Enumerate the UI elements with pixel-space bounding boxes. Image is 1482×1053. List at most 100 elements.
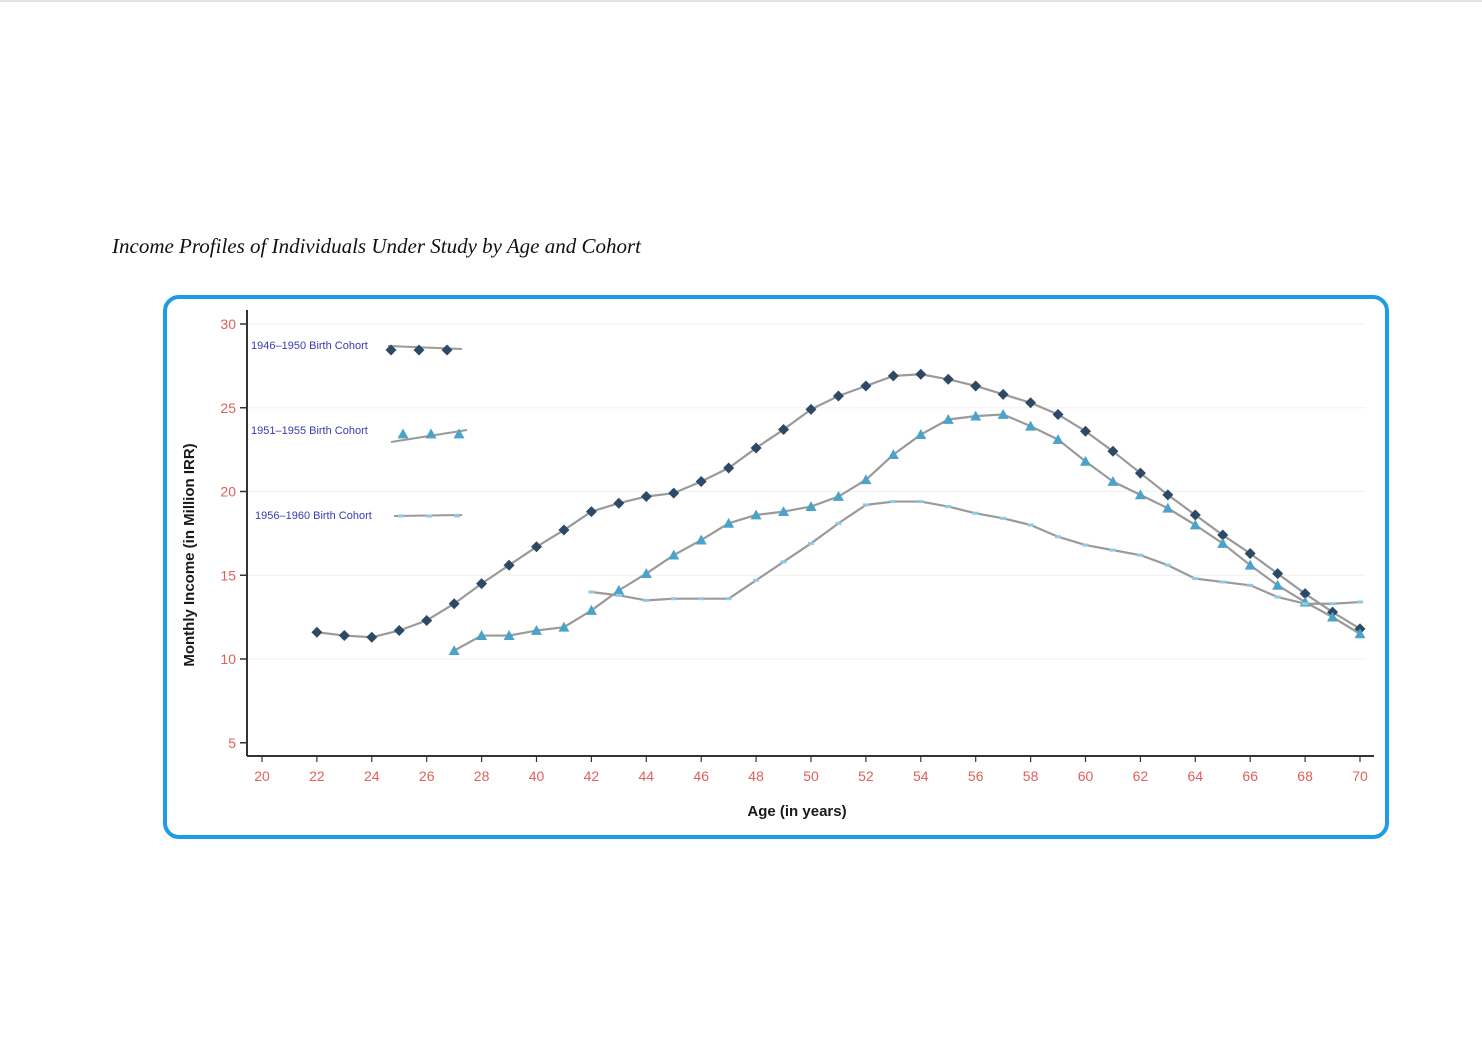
x-tick-label: 42 <box>584 768 600 784</box>
x-tick-label: 24 <box>364 768 380 784</box>
data-point-series-2 <box>778 506 790 516</box>
data-point-series-2 <box>997 408 1009 419</box>
data-point-series-3 <box>1219 580 1226 584</box>
data-point-series-3 <box>1000 516 1007 520</box>
data-point-series-2 <box>942 413 954 424</box>
data-point-series-3 <box>835 521 842 525</box>
data-point-series-2 <box>860 474 872 485</box>
x-tick-label: 58 <box>1023 768 1039 784</box>
data-point-series-1 <box>503 559 515 571</box>
data-point-series-2 <box>887 449 899 460</box>
series-line-2 <box>453 413 1361 652</box>
legend-marker-2 <box>453 428 465 439</box>
data-point-series-1 <box>558 524 570 536</box>
x-tick-label: 54 <box>913 768 929 784</box>
x-tick-label: 68 <box>1297 768 1313 784</box>
data-point-series-2 <box>970 410 982 421</box>
data-point-series-1 <box>1162 489 1174 501</box>
data-point-series-1 <box>832 390 844 402</box>
data-point-series-2 <box>750 509 762 520</box>
data-point-series-3 <box>917 500 924 504</box>
y-tick-label: 15 <box>220 567 236 583</box>
data-point-series-1 <box>338 630 350 642</box>
data-point-series-1 <box>311 626 323 638</box>
x-tick-label: 56 <box>968 768 984 784</box>
data-point-series-2 <box>915 429 927 439</box>
data-point-series-3 <box>1055 535 1062 539</box>
data-point-series-1 <box>915 368 927 380</box>
legend-marker-1 <box>441 344 453 356</box>
data-point-series-2 <box>1080 455 1091 466</box>
data-point-series-1 <box>531 541 542 553</box>
data-point-series-1 <box>640 491 652 503</box>
data-point-series-1 <box>997 388 1009 400</box>
data-point-series-2 <box>476 630 488 640</box>
data-point-series-1 <box>476 578 488 590</box>
y-tick-label: 5 <box>228 735 236 751</box>
data-point-series-1 <box>778 424 790 436</box>
data-point-series-2 <box>1189 519 1201 530</box>
data-point-series-3 <box>1274 595 1281 599</box>
data-point-series-3 <box>1357 600 1363 604</box>
data-point-series-1 <box>585 506 597 518</box>
data-point-series-2 <box>531 625 542 635</box>
legend-label-2: 1951–1955 Birth Cohort <box>251 425 368 437</box>
data-point-series-3 <box>1082 543 1089 547</box>
y-tick-label: 30 <box>220 316 236 332</box>
x-tick-label: 20 <box>254 768 270 784</box>
top-rule <box>0 0 1482 2</box>
x-tick-label: 46 <box>693 768 709 784</box>
data-point-series-3 <box>1302 602 1309 606</box>
data-point-series-1 <box>1217 529 1229 541</box>
data-point-series-1 <box>1134 467 1146 479</box>
x-tick-label: 26 <box>419 768 435 784</box>
data-point-series-3 <box>890 500 897 504</box>
data-point-series-2 <box>723 517 735 528</box>
data-point-series-3 <box>862 503 869 507</box>
x-tick-label: 62 <box>1133 768 1149 784</box>
data-point-series-2 <box>448 645 460 656</box>
x-tick-label: 50 <box>803 768 819 784</box>
series-line-1 <box>316 373 1361 639</box>
data-point-series-2 <box>668 549 680 560</box>
legend-marker-3 <box>426 514 432 518</box>
data-point-series-3 <box>945 505 952 509</box>
data-point-series-1 <box>970 380 982 392</box>
data-point-series-1 <box>805 403 817 415</box>
x-tick-label: 60 <box>1078 768 1094 784</box>
legend-label-3: 1956–1960 Birth Cohort <box>255 510 372 522</box>
data-point-series-1 <box>860 380 872 392</box>
data-point-series-3 <box>1109 548 1116 552</box>
data-point-series-1 <box>887 370 899 382</box>
data-point-series-2 <box>1354 628 1366 639</box>
legend-label-1: 1946–1950 Birth Cohort <box>251 340 368 352</box>
legend-marker-3 <box>398 514 404 518</box>
y-tick-label: 10 <box>220 651 236 667</box>
data-point-series-1 <box>1107 445 1119 457</box>
data-point-series-1 <box>723 462 735 474</box>
data-point-series-2 <box>1327 611 1339 622</box>
data-point-series-2 <box>503 630 515 640</box>
data-point-series-1 <box>366 631 378 643</box>
data-point-series-3 <box>780 560 787 564</box>
data-point-series-1 <box>1080 425 1091 437</box>
data-point-series-3 <box>698 597 705 601</box>
x-tick-label: 48 <box>748 768 764 784</box>
data-point-series-3 <box>1247 583 1254 587</box>
data-point-series-2 <box>1052 434 1064 444</box>
y-axis-label: Monthly Income (in Million IRR) <box>181 443 198 666</box>
data-point-series-2 <box>1025 420 1037 431</box>
data-point-series-1 <box>1052 408 1064 420</box>
x-tick-label: 28 <box>474 768 490 784</box>
data-point-series-3 <box>588 590 595 594</box>
data-point-series-1 <box>1025 397 1037 409</box>
data-point-series-3 <box>725 597 732 601</box>
data-point-series-2 <box>695 534 707 545</box>
legend-marker-1 <box>385 344 397 356</box>
data-point-series-1 <box>1189 509 1201 521</box>
x-tick-label: 64 <box>1188 768 1204 784</box>
data-point-series-1 <box>421 614 433 626</box>
legend-marker-3 <box>454 514 460 518</box>
data-point-series-3 <box>670 597 677 601</box>
